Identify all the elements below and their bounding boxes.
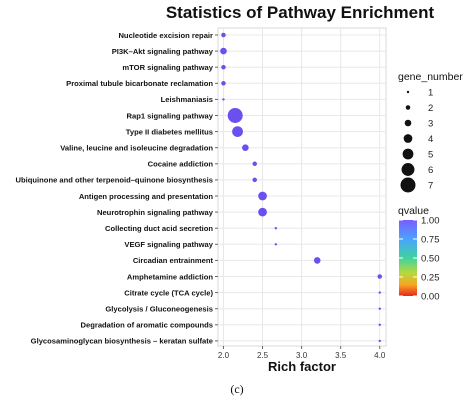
colorbar-label: 0.50 [421,254,440,265]
figure-caption: (c) [230,382,243,396]
pathway-point [378,323,381,326]
pathway-point [227,108,243,123]
pathway-point [252,177,257,183]
pathway-point [220,47,227,55]
size-legend-dot [404,119,412,127]
pathway-label: PI3K–Akt signaling pathway [112,47,214,56]
pathway-label: Collecting duct acid secretion [105,224,213,233]
pathway-label: Citrate cycle (TCA cycle) [124,288,213,297]
pathway-label: Valine, leucine and isoleucine degradati… [60,144,213,153]
pathway-point [378,291,381,294]
pathway-point [222,98,225,101]
data-points [220,32,382,343]
pathway-point [232,126,243,137]
pathway-label: Glycolysis / Gluconeogenesis [105,305,213,314]
size-legend-title: gene_number [398,71,463,83]
pathway-label: Glycosaminoglycan biosynthesis – keratan… [31,337,213,346]
qvalue-colorbar [399,220,417,296]
x-axis-label: Rich factor [268,359,336,374]
pathway-point [378,339,381,343]
size-legend-label: 6 [428,165,433,176]
pathway-label: mTOR signaling pathway [122,63,213,72]
pathway-point [258,191,267,201]
pathway-label: Circadian entrainment [133,256,214,265]
pathway-point [378,307,381,310]
pathway-label: Leishmaniasis [161,95,213,104]
x-tick-label: 4.0 [374,351,386,360]
pathway-point [221,81,226,86]
category-labels: Nucleotide excision repair PI3K–Akt signa… [16,31,214,346]
pathway-point [313,257,321,264]
x-tick-label: 3.5 [335,351,347,360]
size-legend-label: 4 [428,134,433,145]
color-legend-ticks: 1.00 0.75 0.50 0.25 0.00 [399,216,440,303]
size-legend-dot [400,177,416,193]
size-legend-label: 7 [428,181,433,192]
pathway-point [252,161,257,167]
colorbar-label: 0.25 [421,273,440,284]
pathway-point [221,64,226,70]
size-legend-dot [402,148,414,160]
size-legend-dot [406,90,410,94]
pathway-label: Neurotrophin signaling pathway [97,208,214,217]
size-legend-dot [401,163,415,176]
pathway-label: VEGF signaling pathway [124,240,213,249]
pathway-label: Nucleotide excision repair [118,31,213,40]
x-tick-label: 3.0 [296,351,308,360]
chart-title: Statistics of Pathway Enrichment [166,3,435,22]
pathway-label: Cocaine addiction [148,160,214,169]
size-legend-label: 3 [428,119,433,130]
size-legend-dot [403,134,413,143]
pathway-point [274,227,278,230]
size-legend-dot [405,105,411,110]
pathway-label: Degradation of aromatic compounds [81,321,213,330]
pathway-label: Amphetamine addiction [127,272,213,281]
x-axis-ticks: 2.0 2.5 3.0 3.5 4.0 [218,346,386,360]
size-legend: 1 2 3 4 5 6 7 [400,88,433,193]
pathway-point [258,207,267,217]
grid [215,28,386,346]
pathway-label: Proximal tubule bicarbonate reclamation [66,79,213,88]
colorbar-label: 1.00 [421,216,440,227]
pathway-point [377,274,382,279]
size-legend-label: 2 [428,103,433,114]
x-tick-label: 2.5 [257,351,269,360]
pathway-point [221,32,226,38]
size-legend-label: 5 [428,150,433,161]
pathway-label: Type II diabetes mellitus [126,127,213,136]
size-legend-label: 1 [428,88,433,99]
colorbar-label: 0.75 [421,235,440,246]
pathway-label: Antigen processing and presentation [79,192,214,201]
pathway-point [274,243,278,246]
color-legend-title: qvalue [398,205,429,217]
pathway-point [242,144,249,151]
pathway-label: Rap1 signaling pathway [126,111,213,120]
pathway-label: Ubiquinone and other terpenoid–quinone b… [16,176,213,185]
colorbar-label: 0.00 [421,292,440,303]
x-tick-label: 2.0 [218,351,230,360]
